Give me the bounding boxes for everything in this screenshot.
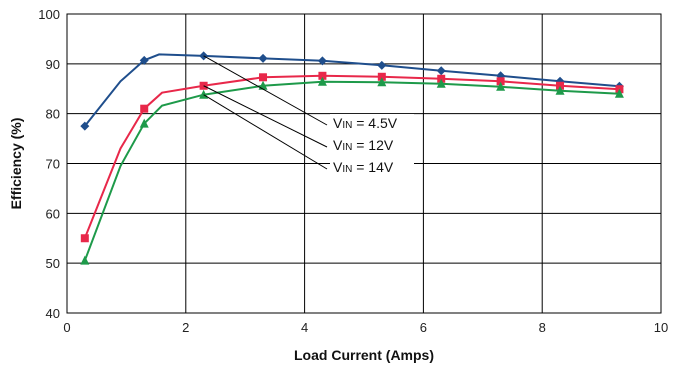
- y-tick-label: 80: [46, 107, 60, 122]
- data-point: [318, 71, 327, 80]
- series-label: VIN = 14V: [333, 159, 394, 175]
- x-tick-label: 4: [301, 320, 308, 335]
- label-background: [330, 158, 414, 177]
- y-tick-label: 90: [46, 57, 60, 72]
- data-point: [614, 88, 624, 98]
- data-point: [496, 77, 505, 86]
- x-tick-label: 2: [182, 320, 189, 335]
- y-tick-label: 70: [46, 157, 60, 172]
- series-group: [80, 51, 624, 265]
- series-labels: VIN = 4.5V VIN = 12V VIN = 14V: [330, 114, 414, 177]
- series-line: [84, 53, 620, 127]
- data-point: [377, 77, 387, 87]
- series-label: VIN = 4.5V: [333, 115, 398, 131]
- y-tick-label: 60: [46, 206, 60, 221]
- y-tick-label: 40: [46, 306, 60, 321]
- x-tick-label: 8: [539, 320, 546, 335]
- series-line: [83, 74, 620, 239]
- plot-frame: [66, 13, 662, 314]
- x-tick-labels: 0 2 4 6 8 10: [63, 320, 668, 335]
- label-background: [330, 114, 414, 133]
- data-point: [140, 104, 149, 113]
- data-point: [436, 66, 446, 76]
- x-tick-label: 0: [63, 320, 70, 335]
- leader-line: [203, 94, 328, 170]
- series-line: [83, 80, 620, 262]
- data-point: [377, 60, 387, 70]
- data-point: [259, 73, 268, 82]
- data-point: [80, 234, 89, 243]
- data-point: [139, 55, 149, 65]
- series-label: VIN = 12V: [333, 137, 394, 153]
- leader-line: [203, 55, 328, 126]
- x-tick-label: 6: [420, 320, 427, 335]
- data-point: [317, 76, 327, 86]
- data-point: [377, 72, 386, 81]
- y-tick-labels: 40 50 60 70 80 90 100: [38, 7, 60, 321]
- data-point: [317, 56, 327, 66]
- y-axis-title: Efficiency (%): [8, 118, 24, 210]
- data-point: [80, 255, 90, 265]
- data-point: [258, 53, 268, 63]
- data-point: [436, 78, 446, 88]
- series-label-leaders: [203, 55, 328, 170]
- y-tick-label: 50: [46, 256, 60, 271]
- x-axis-title: Load Current (Amps): [294, 347, 434, 363]
- leader-line: [203, 85, 328, 148]
- y-tick-label: 100: [38, 7, 60, 22]
- data-point: [139, 118, 149, 128]
- data-point: [80, 121, 90, 131]
- data-point: [496, 81, 506, 91]
- x-tick-label: 10: [654, 320, 668, 335]
- data-point: [555, 85, 565, 95]
- label-background: [330, 136, 414, 155]
